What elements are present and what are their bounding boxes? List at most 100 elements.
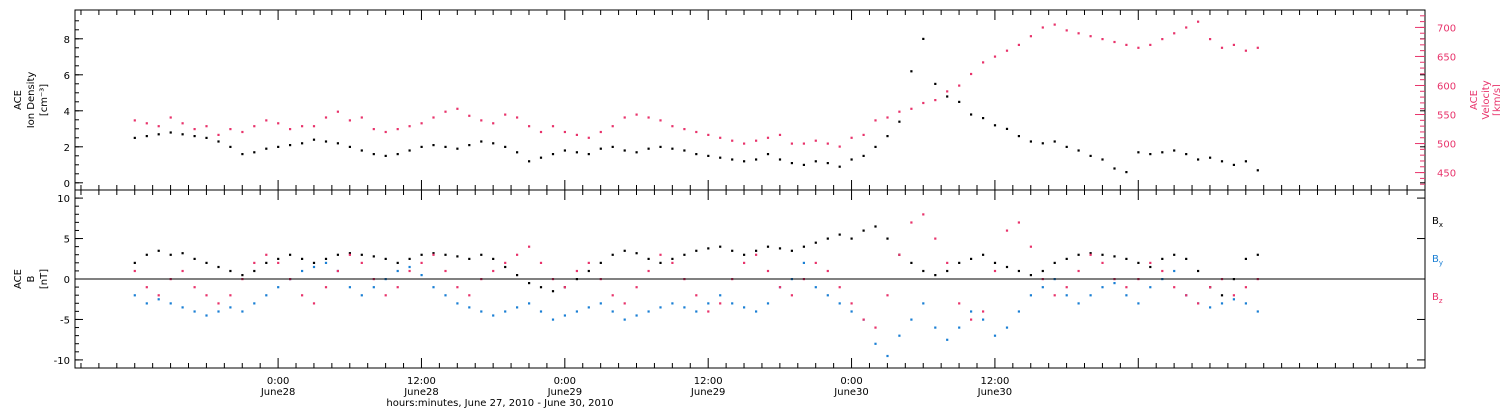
velocity-series-point (1232, 43, 1235, 46)
ion-density-series-point (790, 162, 793, 165)
legend-bz: Bz (1432, 292, 1443, 305)
by-series-point (348, 286, 351, 289)
x-tick-label-day: June28 (403, 387, 439, 398)
bx-series-point (504, 265, 507, 269)
ion-density-series-point (360, 149, 363, 152)
bz-series-point (1017, 221, 1020, 224)
by-series-point (1029, 294, 1032, 297)
velocity-series-point (551, 125, 555, 128)
bottom-ytick-label: 5 (64, 235, 70, 246)
velocity-series-point (169, 116, 172, 119)
by-series-point (934, 326, 937, 329)
bx-series-point (480, 253, 483, 256)
bz-series-point (1125, 286, 1128, 289)
ion-density-series-point (205, 136, 208, 139)
by-series-point (755, 310, 758, 313)
velocity-series-point (312, 125, 316, 128)
top-right-ylabel-line3: [km/s] (1492, 84, 1500, 116)
ion-density-series-point (1089, 154, 1092, 157)
bx-series-point (599, 261, 602, 264)
ion-density-series-point (1220, 160, 1224, 163)
bx-series-point (886, 237, 889, 240)
velocity-series-point (563, 130, 566, 134)
legend-bx: Bx (1432, 216, 1443, 229)
bz-series-point (193, 286, 196, 289)
ion-density-series-point (874, 145, 877, 148)
velocity-series-point (348, 119, 351, 122)
bottom-ytick-label: 10 (57, 194, 70, 205)
ion-density-series-point (289, 144, 292, 147)
velocity-series (133, 20, 1259, 148)
top-right-ytick-label: 500 (1437, 140, 1456, 151)
bz-series-point (1149, 261, 1152, 264)
ion-density-series-point (1041, 142, 1044, 145)
velocity-series-point (946, 90, 949, 93)
velocity-series-point (623, 116, 626, 119)
ion-density-series-point (755, 158, 758, 161)
bx-series-point (766, 245, 770, 248)
by-series-point (193, 310, 196, 313)
velocity-series-point (133, 119, 136, 122)
ion-density-series-point (982, 117, 985, 120)
axis-layer: 02468450500550600650700-10-505100:00June… (54, 10, 1456, 398)
x-tick-label-day: June29 (547, 387, 583, 398)
bx-series-point (348, 252, 351, 255)
bx-series-point (683, 253, 686, 256)
bx-series-point (1029, 274, 1032, 277)
by-series-point (516, 306, 519, 309)
by-series-point (993, 334, 997, 337)
velocity-series-point (193, 128, 196, 131)
by-series-point (802, 261, 805, 264)
velocity-series-point (396, 128, 399, 131)
bz-series-point (814, 261, 817, 264)
bz-series-point (539, 261, 543, 264)
by-series-point (181, 306, 184, 309)
velocity-series-point (599, 130, 602, 134)
top-right-ytick-label: 650 (1437, 52, 1456, 63)
bz-series-point (181, 269, 184, 273)
ion-density-series-point (683, 149, 686, 152)
bz-series-point (336, 269, 339, 273)
bx-series-point (946, 269, 949, 273)
top-left-ylabel-line2: Ion Density (26, 72, 37, 129)
by-series-point (1065, 294, 1068, 297)
velocity-series-point (934, 99, 937, 102)
bz-series-point (982, 310, 985, 313)
velocity-series-point (1041, 26, 1044, 29)
by-series-point (1113, 282, 1116, 285)
bx-series-point (1220, 294, 1224, 297)
top-left-ylabel-line3: [cm⁻³] (39, 84, 50, 116)
by-series-point (157, 298, 160, 301)
bz-series-point (1244, 286, 1247, 289)
by-series-point (301, 269, 304, 273)
bz-series-point (659, 253, 662, 256)
by-series-point (324, 261, 328, 264)
velocity-series-point (360, 116, 363, 119)
velocity-series-point (982, 61, 985, 64)
bx-series-point (145, 253, 148, 256)
bz-series-point (647, 269, 650, 273)
ion-density-series-point (468, 144, 471, 147)
ion-density-series-point (743, 160, 746, 163)
bz-series-point (277, 261, 280, 264)
bz-series-point (360, 261, 363, 264)
ion-density-series-point (480, 140, 483, 143)
velocity-series-point (862, 133, 865, 136)
ion-density-series-point (1161, 151, 1164, 154)
velocity-series-point (1065, 29, 1068, 32)
ion-density-series-point (133, 136, 136, 139)
bx-series-point (301, 257, 304, 260)
bx-series-point (492, 257, 495, 260)
by-series-point (1209, 306, 1212, 309)
ion-density-series-point (301, 142, 304, 145)
ion-density-series-point (1137, 151, 1140, 154)
velocity-series-point (874, 119, 877, 122)
bx-series-point (468, 257, 471, 260)
bz-series-point (253, 261, 256, 264)
by-series-point (874, 342, 877, 345)
ion-density-series-point (647, 147, 650, 150)
velocity-series-point (468, 114, 471, 117)
bz-series-point (1197, 302, 1200, 305)
ion-density-series-point (970, 113, 973, 116)
bz-series-point (408, 269, 411, 273)
